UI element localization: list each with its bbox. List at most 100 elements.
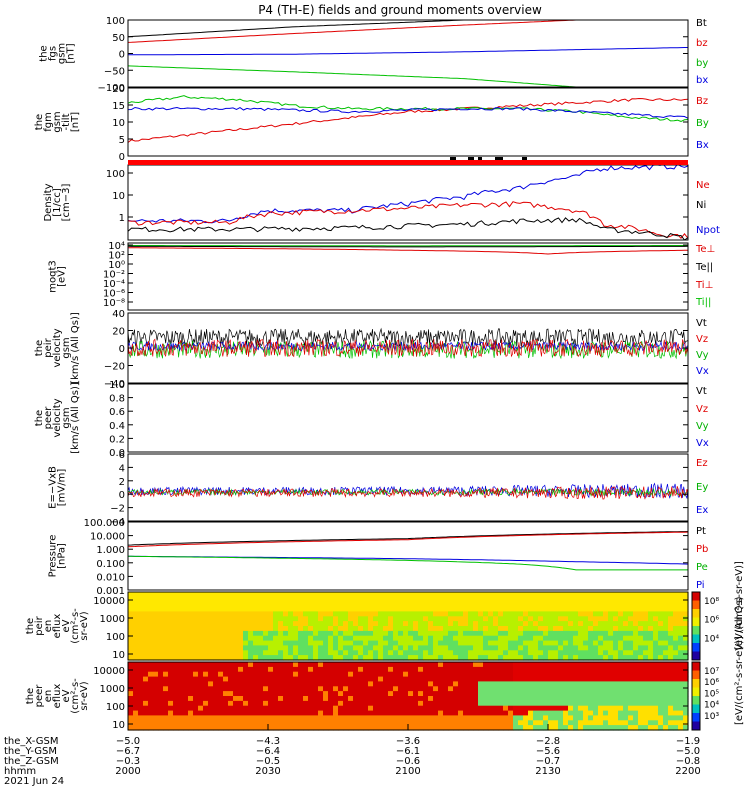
spectrogram-cell: [183, 681, 189, 687]
spectrogram-cell: [523, 592, 529, 598]
spectrogram-cell: [143, 592, 149, 598]
spectrogram-cell: [413, 686, 419, 692]
spectrogram-cell: [643, 686, 649, 692]
spectrogram-cell: [528, 641, 534, 647]
spectrogram-cell: [443, 720, 449, 726]
spectrogram-cell: [158, 677, 164, 683]
spectrogram-cell: [388, 672, 394, 678]
spectrogram-cell: [288, 696, 294, 702]
spectrogram-cell: [383, 711, 389, 717]
spectrogram-cell: [343, 631, 349, 637]
spectrogram-cell: [328, 706, 334, 712]
spectrogram-cell: [498, 650, 504, 656]
spectrogram-cell: [548, 597, 554, 603]
y-tick-label: 10: [112, 191, 125, 202]
spectrogram-cell: [293, 720, 299, 726]
spectrogram-cell: [353, 602, 359, 608]
spectrogram-cell: [458, 597, 464, 603]
spectrogram-cell: [258, 641, 264, 647]
spectrogram-cell: [258, 645, 264, 651]
spectrogram-cell: [503, 641, 509, 647]
spectrogram-cell: [438, 626, 444, 632]
spectrogram-cell: [368, 621, 374, 627]
spectrogram-cell: [408, 715, 414, 721]
spectrogram-cell: [273, 650, 279, 656]
spectrogram-cell: [623, 677, 629, 683]
spectrogram-cell: [138, 696, 144, 702]
spectrogram-cell: [393, 715, 399, 721]
spectrogram-cell: [218, 691, 224, 697]
spectrogram-cell: [663, 706, 669, 712]
spectrogram-cell: [468, 662, 474, 668]
spectrogram-cell: [443, 677, 449, 683]
spectrogram-cell: [428, 645, 434, 651]
spectrogram-cell: [588, 602, 594, 608]
spectrogram-cell: [513, 662, 519, 668]
spectrogram-cell: [508, 706, 514, 712]
spectrogram-cell: [498, 696, 504, 702]
spectrogram-cell: [498, 667, 504, 673]
spectrogram-cell: [323, 672, 329, 678]
spectrogram-cell: [638, 715, 644, 721]
spectrogram-cell: [618, 681, 624, 687]
spectrogram-cell: [313, 677, 319, 683]
y-tick-label: 100: [106, 16, 125, 27]
spectrogram-cell: [473, 696, 479, 702]
spectrogram-cell: [573, 616, 579, 622]
spectrogram-cell: [318, 720, 324, 726]
spectrogram-cell: [308, 592, 314, 598]
spectrogram-cell: [568, 681, 574, 687]
spectrogram-cell: [278, 691, 284, 697]
spectrogram-cell: [373, 631, 379, 637]
spectrogram-cell: [398, 720, 404, 726]
spectrogram-cell: [438, 650, 444, 656]
spectrogram-cell: [563, 597, 569, 603]
spectrogram-cell: [538, 641, 544, 647]
spectrogram-cell: [338, 592, 344, 598]
spectrogram-cell: [653, 636, 659, 642]
spectrogram-cell: [433, 696, 439, 702]
legend-Bz: Bz: [696, 96, 708, 107]
spectrogram-cell: [448, 711, 454, 717]
legend-Pi: Pi: [696, 580, 705, 591]
spectrogram-cell: [243, 631, 249, 637]
spectrogram-cell: [248, 597, 254, 603]
spectrogram-cell: [373, 681, 379, 687]
spectrogram-cell: [658, 677, 664, 683]
spectrogram-cell: [573, 636, 579, 642]
spectrogram-cell: [398, 641, 404, 647]
spectrogram-cell: [223, 720, 229, 726]
spectrogram-cell: [583, 706, 589, 712]
spectrogram-cell: [583, 686, 589, 692]
spectrogram-cell: [558, 677, 564, 683]
spectrogram-cell: [323, 691, 329, 697]
spectrogram-cell: [228, 667, 234, 673]
spectrogram-cell: [543, 592, 549, 598]
spectrogram-cell: [273, 626, 279, 632]
spectrogram-cell: [263, 650, 269, 656]
y-tick-label: 0.8: [109, 394, 125, 405]
spectrogram-cell: [558, 645, 564, 651]
spectrogram-cell: [143, 631, 149, 637]
spectrogram-cell: [468, 650, 474, 656]
spectrogram-cell: [338, 696, 344, 702]
spectrogram-cell: [563, 720, 569, 726]
spectrogram-cell: [168, 701, 174, 707]
spectrogram-cell: [368, 696, 374, 702]
spectrogram-cell: [193, 636, 199, 642]
spectrogram-cell: [238, 701, 244, 707]
spectrogram-cell: [163, 611, 169, 617]
spectrogram-cell: [388, 701, 394, 707]
spectrogram-cell: [448, 691, 454, 697]
spectrogram-cell: [443, 662, 449, 668]
spectrogram-cell: [203, 592, 209, 598]
spectrogram-cell: [203, 650, 209, 656]
spectrogram-cell: [338, 691, 344, 697]
spectrogram-cell: [488, 626, 494, 632]
spectrogram-cell: [653, 602, 659, 608]
spectrogram-cell: [533, 711, 539, 717]
spectrogram-cell: [598, 650, 604, 656]
spectrogram-cell: [403, 645, 409, 651]
spectrogram-cell: [663, 645, 669, 651]
spectrogram-cell: [393, 662, 399, 668]
